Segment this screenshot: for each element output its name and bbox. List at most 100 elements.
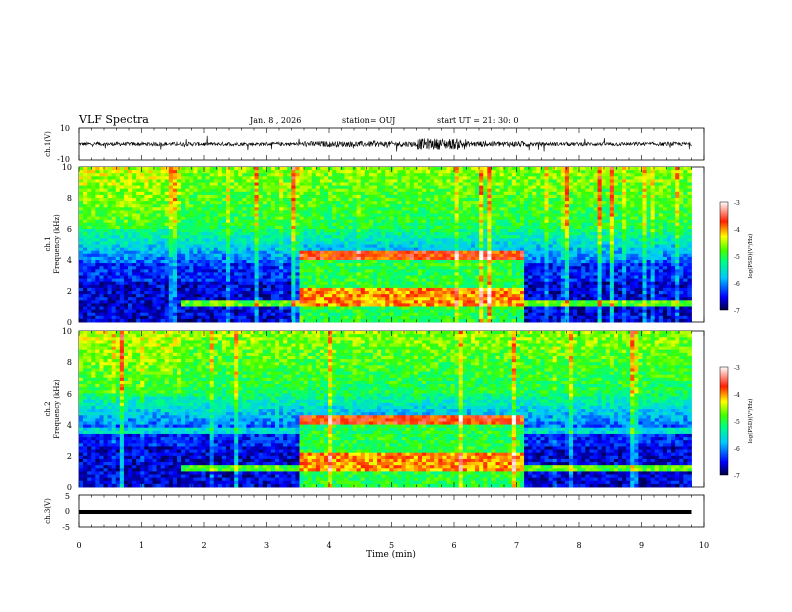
figure-title: VLF Spectra [78,113,149,126]
spectrogram-cell [287,235,292,239]
spectrogram-cell [156,238,162,242]
spectrogram-cell [226,266,231,270]
spectrogram-cell [442,241,447,245]
spectrogram-cell [254,198,260,202]
spectrogram-cell [356,272,362,276]
spectrogram-cell [417,216,423,221]
spectrogram-cell [356,241,362,245]
spectrogram-cell [107,269,113,273]
spectrogram-cell [324,185,329,190]
spectrogram-cell [434,312,439,317]
spectrogram-cell [409,185,415,190]
spectrogram-cell [405,216,411,221]
spectrogram-cell [185,260,190,264]
spectrogram-cell [430,194,435,199]
spectrogram-cell [409,207,415,211]
spectrogram-cell [83,244,88,248]
spectrogram-cell [230,238,235,242]
spectrogram-cell [234,216,239,221]
spectrogram-cell [123,185,129,190]
spectrogram-cell [168,207,174,211]
spectrogram-cell [185,210,190,214]
spectrogram-cell [307,201,313,205]
spectrogram-cell [393,213,398,217]
spectrogram-cell [99,201,104,205]
spectrogram-cell [434,222,439,227]
spectrogram-cell [266,275,272,279]
spectrogram-cell [336,272,341,276]
spectrogram-cell [352,253,358,258]
spectrogram-cell [242,256,247,261]
spectrogram-cell [152,272,157,276]
spectrogram-cell [466,201,472,205]
spectrogram-cell [454,309,460,314]
spectrogram-cell [368,210,374,214]
spectrogram-cell [417,213,423,217]
spectrogram-cell [295,263,300,267]
spectrogram-cell [397,300,402,304]
spectrogram-cell [295,275,300,279]
spectrogram-cell [103,260,108,264]
spectrogram-cell [401,247,407,252]
spectrogram-cell [450,235,456,239]
spectrogram-cell [193,294,198,298]
spectrogram-cell [136,188,141,193]
spectrogram-cell [213,281,219,286]
spectrogram-cell [401,256,407,261]
spectrogram-cell [258,284,264,289]
spectrogram-cell [446,219,451,224]
spectrogram-cell [193,315,198,320]
spectrogram-cell [168,256,174,261]
spectrogram-cell [389,207,394,211]
spectrogram-cell [344,179,349,183]
spectrogram-cell [319,198,325,202]
spectrogram-cell [344,219,349,224]
spectrogram-cell [348,216,353,221]
spectrogram-cell [450,229,456,233]
spectrogram-cell [275,278,280,283]
spectrogram-cell [140,222,145,227]
spectrogram-cell [209,207,215,211]
spectrogram-cell [258,201,264,205]
spectrogram-cell [87,287,92,292]
spectrogram-cell [185,284,190,289]
spectrogram-cell [144,281,149,286]
spectrogram-cell [458,250,464,255]
spectrogram-cell [262,216,268,221]
spectrogram-cell [160,260,166,264]
spectrogram-cell [242,300,247,304]
spectrogram-cell [226,247,231,252]
spectrogram-cell [140,194,145,199]
spectrogram-cell [201,213,206,217]
spectrogram-cell [385,225,390,230]
spectrogram-cell [299,294,304,298]
spectrogram-cell [275,256,280,261]
spectrogram-cell [283,312,288,317]
spectrogram-cell [324,241,329,245]
spectrogram-cell [348,179,353,183]
spectrogram-cell [319,182,325,186]
spectrogram-cell [168,167,174,171]
spectrogram-cell [295,253,300,258]
spectrogram-cell [136,297,141,301]
spectrogram-cell [254,309,260,314]
spectrogram-cell [87,269,92,273]
spectrogram-cell [368,182,374,186]
spectrogram-cell [324,179,329,183]
spectrogram-cell [397,287,402,292]
spectrogram-cell [177,238,182,242]
spectrogram-cell [397,278,402,283]
spectrogram-cell [266,167,272,171]
spectrogram-cell [172,213,178,217]
spectrogram-cell [230,256,235,261]
spectrogram-cell [279,235,284,239]
spectrogram-cell [144,244,149,248]
spectrogram-cell [148,225,153,230]
spectrogram-cell [148,260,153,264]
spectrogram-cell [279,173,284,177]
spectrogram-cell [381,185,386,190]
spectrogram-cell [160,176,166,180]
spectrogram-cell [426,281,431,286]
spectrogram-cell [389,219,394,224]
spectrogram-cell [144,229,149,233]
